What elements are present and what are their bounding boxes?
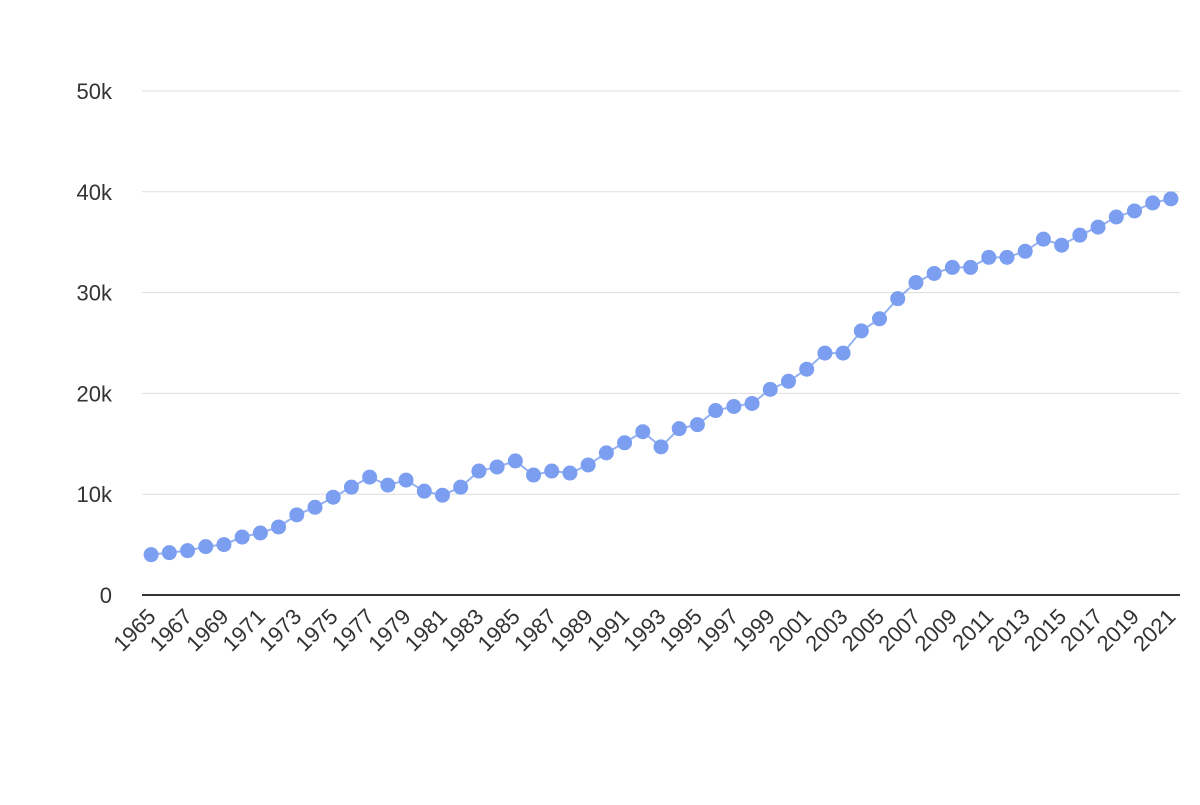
data-point <box>963 259 979 275</box>
data-point <box>252 525 268 541</box>
data-point <box>671 421 687 437</box>
data-point <box>380 477 396 493</box>
data-point <box>890 291 906 307</box>
y-tick-label: 0 <box>100 583 112 608</box>
data-point <box>526 467 542 483</box>
data-point <box>780 373 796 389</box>
data-point <box>689 417 705 433</box>
data-point <box>234 529 250 545</box>
x-tick-label: 2021 <box>1128 604 1180 656</box>
data-point <box>289 507 305 523</box>
data-point <box>1035 231 1051 247</box>
data-point <box>1017 243 1033 259</box>
data-point <box>161 545 177 561</box>
data-point <box>471 463 487 479</box>
data-point <box>999 249 1015 265</box>
data-point <box>1108 209 1124 225</box>
data-point <box>343 479 359 495</box>
data-point <box>872 311 888 327</box>
data-point <box>143 547 159 563</box>
data-point <box>325 489 341 505</box>
y-tick-label: 30k <box>77 281 113 306</box>
data-point <box>544 463 560 479</box>
data-point <box>489 459 505 475</box>
data-point <box>944 259 960 275</box>
data-point <box>362 469 378 485</box>
data-point <box>853 323 869 339</box>
data-point <box>981 249 997 265</box>
data-point <box>307 499 323 515</box>
data-point <box>198 539 214 555</box>
data-point <box>1126 203 1142 219</box>
data-point <box>926 265 942 281</box>
data-point <box>1054 237 1070 253</box>
data-point <box>744 395 760 411</box>
data-point <box>908 275 924 291</box>
data-point <box>1072 227 1088 243</box>
data-point <box>635 424 651 440</box>
data-point <box>598 445 614 461</box>
data-point <box>1163 191 1179 207</box>
data-point <box>580 457 596 473</box>
y-tick-label: 40k <box>77 180 113 205</box>
data-point <box>1145 195 1161 211</box>
data-point <box>708 403 724 419</box>
data-point <box>726 399 742 415</box>
data-point <box>271 519 287 535</box>
data-point <box>835 345 851 361</box>
data-point <box>817 345 833 361</box>
data-point <box>762 381 778 397</box>
data-point <box>416 483 432 499</box>
data-point <box>180 543 196 559</box>
data-point <box>562 465 578 481</box>
data-point <box>398 472 414 488</box>
data-point <box>507 453 523 469</box>
data-point <box>653 439 669 455</box>
data-point <box>617 435 633 451</box>
data-point <box>1090 219 1106 235</box>
data-point <box>216 537 232 553</box>
data-point <box>799 361 815 377</box>
y-tick-label: 10k <box>77 482 113 507</box>
y-tick-label: 50k <box>77 79 113 104</box>
data-point <box>453 479 469 495</box>
y-tick-label: 20k <box>77 381 113 406</box>
data-point <box>434 487 450 503</box>
